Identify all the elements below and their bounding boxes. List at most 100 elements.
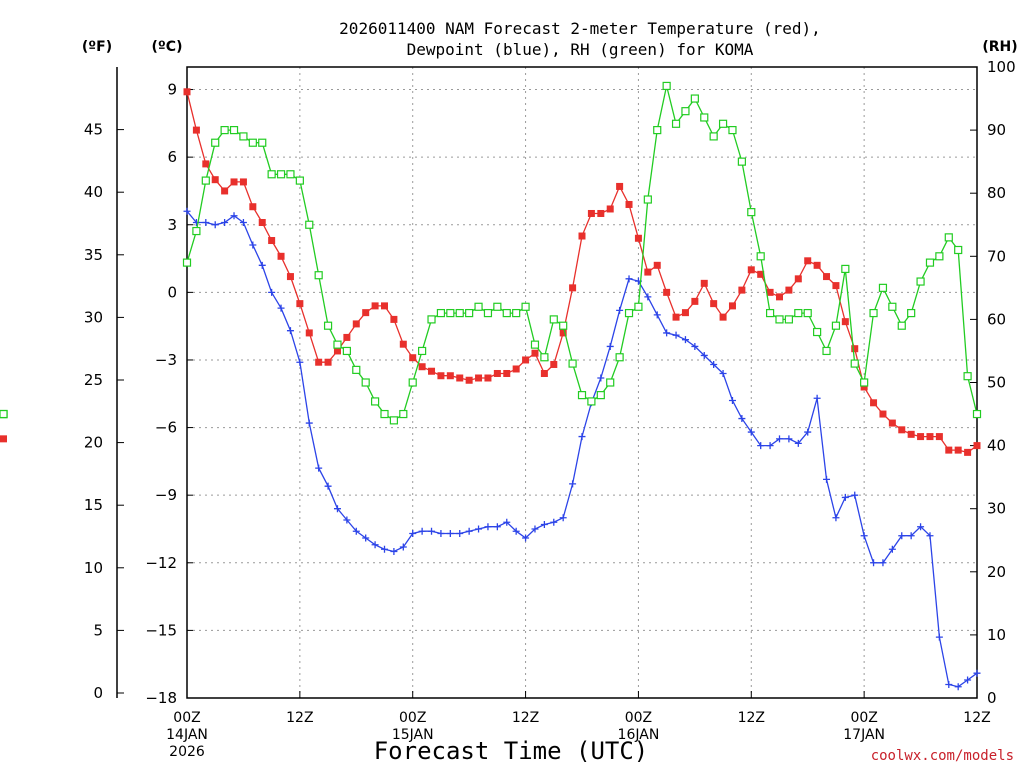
rh-point <box>907 308 916 318</box>
dewpoint-point <box>926 532 934 540</box>
rh-point <box>747 208 756 217</box>
rh-point <box>399 409 408 419</box>
temperature-point <box>305 329 313 337</box>
temperature-point <box>935 433 943 441</box>
rh-point <box>577 391 587 400</box>
temperature-point <box>776 293 783 301</box>
temperature-point <box>879 410 887 418</box>
temperature-point <box>475 374 483 382</box>
rh-point <box>305 220 314 229</box>
dewpoint-point <box>804 428 812 436</box>
rh-point <box>182 258 192 267</box>
rh-point <box>436 308 446 318</box>
celsius-tick-label: 3 <box>167 216 177 234</box>
dewpoint-point <box>719 369 727 377</box>
rh-point <box>192 226 201 236</box>
temperature-point <box>606 205 614 213</box>
temperature-point <box>747 266 755 274</box>
temperature-point <box>898 426 906 434</box>
celsius-tick-label: −15 <box>145 621 177 639</box>
rh-point <box>474 302 483 311</box>
temperature-point <box>860 383 868 391</box>
temperature-point <box>371 302 379 310</box>
rh-point <box>455 308 464 318</box>
celsius-tick-label: −12 <box>145 554 177 572</box>
rh-point <box>841 264 850 274</box>
temperature-point <box>446 372 454 380</box>
dewpoint-point <box>879 559 887 567</box>
unit-label-rh: (RH) <box>982 39 1017 55</box>
temperature-point <box>268 237 276 245</box>
x-tick-label: 12Z <box>963 710 990 726</box>
rh-point <box>709 132 718 141</box>
temperature-point <box>700 279 708 287</box>
temperature-point <box>352 320 360 328</box>
rh-point <box>389 416 399 425</box>
rh-tick-label: 0 <box>987 689 997 707</box>
temperature-point <box>437 372 445 380</box>
fahrenheit-tick-label: 25 <box>84 371 103 389</box>
temperature-point <box>465 376 473 384</box>
temperature-point <box>399 340 407 348</box>
temperature-point <box>559 329 567 337</box>
rh-point <box>493 302 502 311</box>
rh-point <box>822 346 831 356</box>
rh-point <box>671 119 681 128</box>
dewpoint-point <box>794 439 802 447</box>
rh-point <box>850 359 859 368</box>
rh-point <box>502 308 511 318</box>
rh-point <box>314 271 323 280</box>
fahrenheit-tick-label: 5 <box>93 621 103 639</box>
temperature-point <box>390 315 398 323</box>
fahrenheit-tick-label: 15 <box>84 496 103 514</box>
x-tick-label: 00Z <box>625 710 652 726</box>
rh-point <box>963 372 972 381</box>
rh-point <box>662 81 671 91</box>
rh-point <box>624 308 634 318</box>
rh-point <box>530 340 540 349</box>
temperature-point <box>493 369 501 377</box>
rh-point <box>643 195 652 204</box>
rh-point <box>860 378 869 387</box>
chart-title-line1: 2026011400 NAM Forecast 2-meter Temperat… <box>339 19 821 38</box>
dewpoint-point <box>898 532 906 540</box>
temperature-point <box>945 446 953 454</box>
rh-tick-label: 70 <box>987 247 1006 265</box>
rh-point <box>521 302 530 311</box>
temperature-point <box>381 302 388 310</box>
dewpoint-point <box>371 541 379 549</box>
temperature-point <box>672 313 680 321</box>
temperature-point <box>663 288 671 296</box>
celsius-tick-label: 9 <box>167 81 177 99</box>
rh-tick-label: 40 <box>987 437 1006 455</box>
rh-point <box>342 346 351 356</box>
dewpoint-point <box>757 442 765 450</box>
temperature-point <box>954 446 962 454</box>
dewpoint-point <box>625 275 633 283</box>
rh-point <box>700 113 709 122</box>
x-tick-label: 17JAN <box>843 727 885 743</box>
dewpoint-point <box>653 311 661 319</box>
rh-point <box>972 409 982 419</box>
dewpoint-point <box>503 518 511 526</box>
temperature-point <box>813 261 821 269</box>
dewpoint-point <box>559 514 567 522</box>
rh-point <box>831 321 841 330</box>
temperature-point <box>258 218 266 226</box>
rh-point <box>286 170 295 179</box>
dewpoint-point <box>766 442 774 450</box>
dewpoint-point <box>700 351 708 359</box>
celsius-tick-label: 6 <box>167 148 177 166</box>
rh-point <box>615 353 624 362</box>
temperature-point <box>578 232 586 240</box>
fahrenheit-tick-label: 35 <box>84 246 103 264</box>
temperature-point <box>192 126 200 134</box>
rh-point <box>446 308 455 318</box>
temperature-point <box>286 273 294 281</box>
temperature-point <box>540 369 548 377</box>
dewpoint-point <box>841 493 849 501</box>
rh-point <box>380 409 389 419</box>
dewpoint-point <box>352 527 360 535</box>
celsius-tick-label: −18 <box>145 689 177 707</box>
